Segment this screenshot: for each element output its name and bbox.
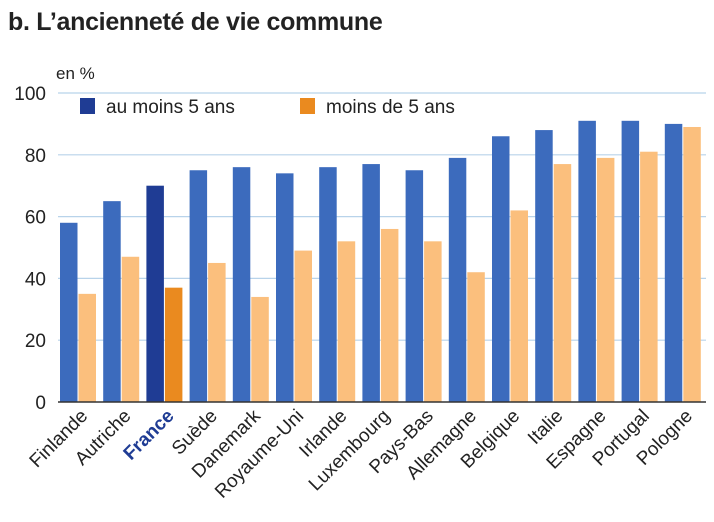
bar-espagne-moins-de-5-ans [596,157,615,402]
y-tick-label: 20 [25,331,46,352]
bar-allemagne-moins-de-5-ans [467,272,485,402]
y-tick-label: 0 [35,393,46,414]
bar-royaume-uni-moins-de-5-ans [294,250,312,402]
bar-luxembourg-moins-de-5-ans [380,228,399,402]
y-tick-label: 80 [25,146,46,167]
legend-swatch-moins-de-5-ans [300,98,315,114]
bar-danemark-au-moins-5-ans [232,167,251,402]
bar-suede-au-moins-5-ans [189,170,208,402]
bar-autriche-moins-de-5-ans [121,256,140,402]
bar-irlande-au-moins-5-ans [319,167,337,402]
legend: au moins 5 ans moins de 5 ans [80,97,455,118]
bar-portugal-moins-de-5-ans [640,151,658,402]
bar-autriche-au-moins-5-ans [103,201,121,402]
legend-label-moins-de-5-ans: moins de 5 ans [326,97,455,118]
bar-danemark-moins-de-5-ans [251,296,269,402]
legend-label-au-moins-5-ans: au moins 5 ans [106,97,235,118]
legend-swatch-au-moins-5-ans [80,98,95,114]
bar-portugal-au-moins-5-ans [621,120,640,402]
bar-france-moins-de-5-ans [164,287,183,402]
bar-pays-bas-au-moins-5-ans [405,170,424,402]
bar-belgique-au-moins-5-ans [492,136,510,402]
y-axis-ticks: 0 20 40 60 80 100 [14,84,46,414]
bar-belgique-moins-de-5-ans [510,210,528,402]
bar-royaume-uni-au-moins-5-ans [276,173,294,402]
bar-suede-moins-de-5-ans [208,262,226,402]
bar-italie-moins-de-5-ans [553,164,572,402]
y-axis-unit-label: en % [56,64,95,83]
bars [60,120,701,403]
y-tick-label: 40 [25,269,46,290]
bar-pologne-au-moins-5-ans [664,123,683,403]
bar-irlande-moins-de-5-ans [337,241,356,402]
y-tick-label: 100 [14,84,46,105]
bar-espagne-au-moins-5-ans [578,120,596,402]
bar-france-au-moins-5-ans [146,185,164,402]
bar-pologne-moins-de-5-ans [683,126,701,403]
bar-allemagne-au-moins-5-ans [448,157,467,402]
y-tick-label: 60 [25,208,46,229]
bar-pays-bas-moins-de-5-ans [424,241,442,402]
x-axis-labels: FinlandeAutricheFranceSuèdeDanemarkRoyau… [26,405,697,502]
bar-finlande-au-moins-5-ans [60,222,78,402]
bar-luxembourg-au-moins-5-ans [362,164,380,402]
bar-finlande-moins-de-5-ans [78,293,96,402]
chart-title: b. L’ancienneté de vie commune [8,8,383,36]
bar-italie-au-moins-5-ans [535,130,553,402]
